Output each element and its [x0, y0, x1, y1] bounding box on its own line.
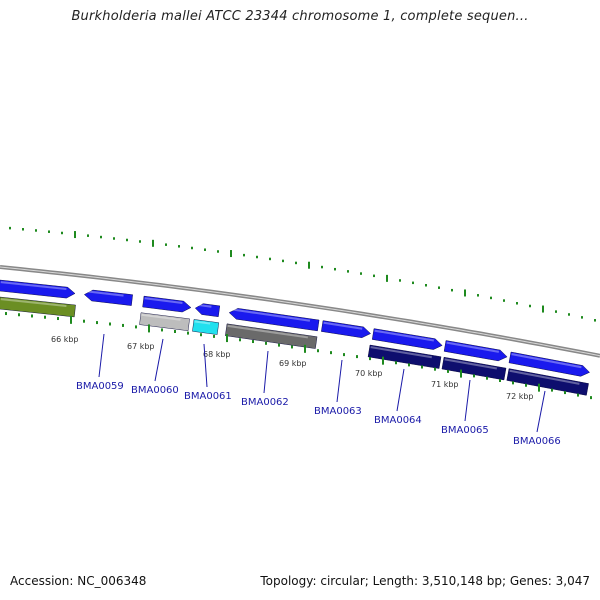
forward-gene-3[interactable] [142, 295, 192, 313]
scale-label: 71 kbp [431, 380, 459, 389]
reverse-strand-genes [0, 296, 589, 396]
gene-label-bma0064[interactable]: BMA0064 [374, 415, 422, 426]
reverse-gene-1[interactable] [0, 296, 76, 318]
forward-gene-7-shape [371, 328, 443, 350]
forward-gene-8[interactable] [443, 340, 508, 363]
reverse-gene-4-shape [225, 323, 318, 349]
scale-label: 66 kbp [51, 335, 79, 344]
scale-label: 67 kbp [127, 342, 155, 351]
forward-gene-6-shape [321, 320, 371, 338]
gene-leader-line [396, 368, 405, 412]
scale-labels: 66 kbp 67 kbp 68 kbp 69 kbp 70 kbp 71 kbp 72 k… [51, 335, 534, 401]
backbone-highlight [0, 266, 600, 357]
forward-gene-7-shine [374, 329, 435, 342]
gene-labels: BMA0059 BMA0060 BMA0061 BMA0062 BMA0063 BMA00… [76, 381, 561, 447]
reverse-gene-3[interactable] [192, 319, 220, 335]
forward-gene-2-shine [85, 290, 124, 297]
gene-label-bma0060[interactable]: BMA0060 [131, 385, 179, 396]
accession-text: Accession: NC_006348 [10, 574, 147, 588]
reverse-gene-6-shape [441, 356, 507, 381]
chromosome-backbone [0, 265, 600, 358]
forward-gene-5-shine [230, 308, 311, 322]
scale-label: 70 kbp [355, 369, 383, 378]
forward-gene-4[interactable] [194, 303, 221, 317]
gene-leader-line [98, 333, 105, 378]
forward-gene-7[interactable] [371, 328, 443, 351]
scale-label: 72 kbp [506, 392, 534, 401]
forward-gene-6-shine [323, 321, 363, 330]
gene-leader-line [154, 338, 164, 382]
gene-label-bma0059[interactable]: BMA0059 [76, 381, 124, 392]
outer-tick-track [9, 226, 596, 322]
reverse-gene-2[interactable] [139, 312, 190, 331]
forward-gene-1-shine [0, 281, 67, 291]
gene-label-bma0065[interactable]: BMA0065 [441, 425, 489, 436]
gene-leader-line [203, 343, 208, 388]
topology-summary-text: Topology: circular; Length: 3,510,148 bp… [260, 574, 590, 588]
gene-leader-line [536, 390, 546, 433]
reverse-gene-2-shine [141, 313, 181, 321]
reverse-gene-5[interactable] [367, 344, 442, 369]
gene-leader-line [464, 379, 471, 422]
reverse-gene-6[interactable] [441, 356, 507, 381]
forward-gene-8-shape [443, 340, 508, 362]
gene-leader-line [263, 350, 269, 394]
reverse-gene-7-shine [509, 369, 580, 385]
reverse-gene-7[interactable] [506, 368, 589, 396]
forward-gene-1[interactable] [0, 279, 76, 299]
map-title: Burkholderia mallei ATCC 23344 chromosom… [71, 9, 529, 24]
forward-gene-3-shape [142, 295, 192, 313]
forward-gene-5[interactable] [228, 307, 320, 332]
forward-gene-6[interactable] [321, 320, 371, 339]
scale-label: 68 kbp [203, 350, 231, 359]
reverse-gene-1-shine [0, 298, 67, 308]
gene-label-bma0062[interactable]: BMA0062 [241, 397, 289, 408]
forward-gene-9-shape [508, 351, 590, 377]
gene-label-bma0066[interactable]: BMA0066 [513, 436, 561, 447]
forward-strand-genes [0, 279, 591, 378]
forward-gene-8-shine [446, 341, 500, 353]
reverse-gene-2-shape [139, 312, 190, 331]
forward-gene-5-shape [228, 308, 320, 332]
forward-gene-2[interactable] [84, 289, 133, 306]
reverse-gene-6-shine [444, 358, 498, 370]
reverse-gene-7-shape [506, 368, 589, 396]
gene-leader-lines [98, 333, 546, 433]
forward-gene-4-shape [194, 303, 221, 317]
reverse-gene-4[interactable] [225, 323, 318, 349]
gene-leader-line [336, 359, 343, 403]
gene-label-bma0061[interactable]: BMA0061 [184, 391, 232, 402]
forward-gene-9-shine [511, 353, 582, 369]
reverse-gene-4-shine [227, 324, 309, 339]
reverse-gene-5-shine [370, 346, 432, 359]
reverse-gene-1-shape [0, 296, 76, 318]
forward-gene-1-shape [0, 279, 76, 299]
inner-tick-track [5, 312, 592, 400]
forward-gene-3-shine [144, 297, 183, 304]
scale-label: 69 kbp [279, 359, 307, 368]
gene-label-bma0063[interactable]: BMA0063 [314, 406, 362, 417]
reverse-gene-3-shape [192, 319, 220, 335]
forward-gene-4-shine [196, 303, 212, 308]
reverse-gene-3-shine [194, 320, 211, 325]
reverse-gene-5-shape [367, 344, 442, 369]
forward-gene-9[interactable] [508, 351, 591, 378]
forward-gene-2-shape [84, 289, 133, 306]
